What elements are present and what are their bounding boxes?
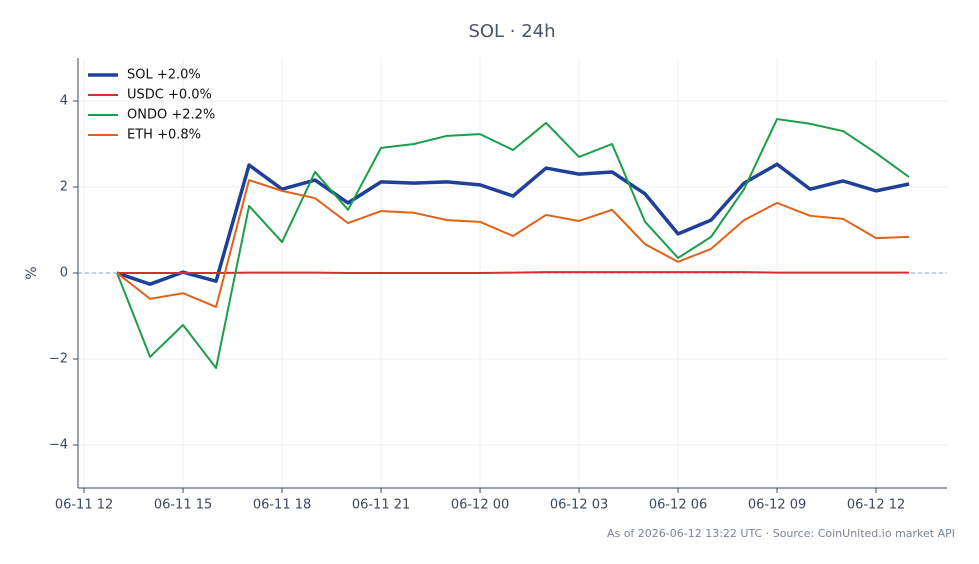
legend-label: SOL +2.0%	[127, 68, 201, 83]
series-line	[117, 271, 910, 274]
series-line	[116, 118, 910, 370]
x-tick-label: 06-12 09	[748, 498, 806, 513]
y-axis-label: %	[24, 266, 40, 279]
y-tick-label: −2	[49, 352, 68, 367]
x-tick-label: 06-11 15	[154, 498, 212, 513]
y-tick-label: −4	[49, 438, 68, 453]
legend-label: ONDO +2.2%	[127, 108, 215, 123]
legend-label: USDC +0.0%	[127, 88, 212, 103]
chart-title: SOL · 24h	[468, 21, 555, 42]
series-line	[116, 179, 910, 308]
y-tick-label: 0	[60, 266, 68, 281]
x-tick-label: 06-11 12	[55, 498, 113, 513]
x-tick-label: 06-11 18	[253, 498, 311, 513]
x-tick-label: 06-12 06	[649, 498, 707, 513]
x-tick-label: 06-12 03	[550, 498, 608, 513]
legend-label: ETH +0.8%	[127, 128, 201, 143]
x-tick-label: 06-12 00	[451, 498, 509, 513]
footer: As of 2026-06-12 13:22 UTC · Source: Coi…	[607, 527, 955, 540]
y-tick-label: 2	[60, 180, 68, 195]
x-tick-label: 06-12 12	[847, 498, 905, 513]
series-line	[116, 162, 910, 286]
y-tick-label: 4	[60, 94, 68, 109]
x-tick-label: 06-11 21	[352, 498, 410, 513]
